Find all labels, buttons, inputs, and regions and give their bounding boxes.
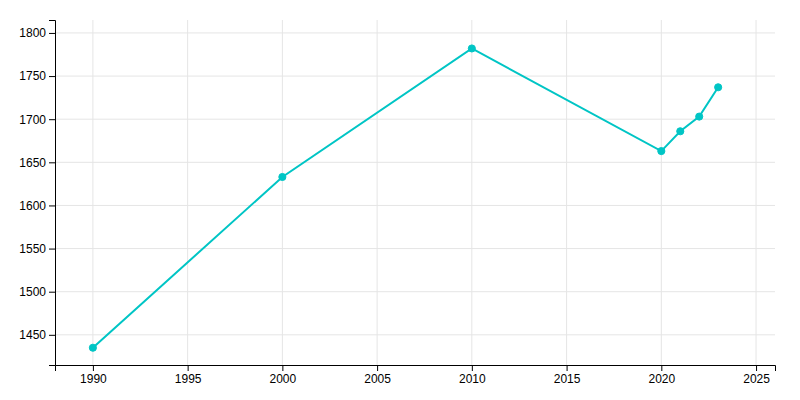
- y-axis-tick-mark: [49, 292, 55, 293]
- y-axis-tick-label: 1450: [19, 328, 46, 342]
- y-axis-tick: 1450: [19, 328, 55, 342]
- x-axis-tick-label: 2000: [270, 372, 297, 386]
- x-axis-tick: 1995: [175, 365, 202, 386]
- x-axis-tick-label: 2020: [648, 372, 675, 386]
- data-point: [677, 128, 684, 135]
- grid: [55, 20, 775, 365]
- x-axis-tick-mark: [661, 365, 662, 371]
- plot-root: 1990 1995 2000 2005 2010 2015 2020 2025 1450 1500…: [19, 20, 775, 386]
- x-axis: 1990 1995 2000 2005 2010 2015 2020 2025: [56, 365, 776, 386]
- x-axis-line: [56, 366, 776, 372]
- y-axis: 1450 1500 1550 1600 1650 1700 1750 1800: [19, 21, 55, 366]
- grid-line-y: [55, 205, 775, 206]
- x-axis-tick-mark: [756, 365, 757, 371]
- data-marks: [89, 45, 721, 351]
- x-axis-tick-label: 2010: [459, 372, 486, 386]
- x-axis-tick-mark: [377, 365, 378, 371]
- y-axis-tick-label: 1750: [19, 69, 46, 83]
- data-line: [93, 48, 718, 347]
- grid-line-y: [55, 162, 775, 163]
- x-axis-tick-mark: [472, 365, 473, 371]
- x-axis-tick: 2000: [270, 365, 297, 386]
- y-axis-tick-mark: [49, 119, 55, 120]
- x-axis-tick: 2005: [364, 365, 391, 386]
- y-axis-tick-label: 1600: [19, 199, 46, 213]
- grid-line-x: [756, 20, 757, 365]
- y-axis-tick-label: 1800: [19, 26, 46, 40]
- grid-line-x: [187, 20, 188, 365]
- y-axis-tick-mark: [49, 33, 55, 34]
- y-axis-tick-label: 1700: [19, 113, 46, 127]
- x-axis-tick: 2010: [459, 365, 486, 386]
- x-axis-tick: 2015: [554, 365, 581, 386]
- grid-line-x: [92, 20, 93, 365]
- x-axis-tick-mark: [282, 365, 283, 371]
- chart-svg: 1990 1995 2000 2005 2010 2015 2020 2025 1450 1500…: [0, 0, 800, 400]
- y-axis-tick-mark: [49, 162, 55, 163]
- data-point: [715, 84, 722, 91]
- grid-line-x: [377, 20, 378, 365]
- y-axis-tick: 1600: [19, 199, 55, 213]
- y-axis-tick: 1750: [19, 69, 55, 83]
- x-axis-tick: 1990: [80, 365, 107, 386]
- y-axis-tick-mark: [49, 249, 55, 250]
- x-axis-tick-label: 2005: [364, 372, 391, 386]
- x-axis-tick-mark: [93, 365, 94, 371]
- grid-line-y: [55, 32, 775, 33]
- y-axis-tick-label: 1500: [19, 285, 46, 299]
- grid-line-y: [55, 76, 775, 77]
- y-axis-tick-mark: [49, 76, 55, 77]
- data-point: [279, 173, 286, 180]
- grid-line-y: [55, 119, 775, 120]
- y-axis-tick: 1800: [19, 26, 55, 40]
- grid-line-x: [471, 20, 472, 365]
- grid-line-y: [55, 248, 775, 249]
- x-axis-tick-label: 1995: [175, 372, 202, 386]
- data-point: [658, 148, 665, 155]
- grid-line-x: [282, 20, 283, 365]
- data-point: [468, 45, 475, 52]
- x-axis-tick-label: 2015: [554, 372, 581, 386]
- y-axis-line: [49, 21, 56, 366]
- grid-line-y: [55, 334, 775, 335]
- x-axis-tick: 2025: [743, 365, 770, 386]
- x-axis-tick-label: 2025: [743, 372, 770, 386]
- x-axis-tick-label: 1990: [80, 372, 107, 386]
- y-axis-tick-label: 1650: [19, 156, 46, 170]
- x-axis-tick-mark: [188, 365, 189, 371]
- x-axis-tick: 2020: [648, 365, 675, 386]
- grid-line-x: [661, 20, 662, 365]
- y-axis-tick: 1550: [19, 242, 55, 256]
- y-axis-tick: 1650: [19, 156, 55, 170]
- data-point: [89, 344, 96, 351]
- data-point: [696, 113, 703, 120]
- x-axis-tick-mark: [567, 365, 568, 371]
- grid-line-x: [566, 20, 567, 365]
- chart-container: 1990 1995 2000 2005 2010 2015 2020 2025 1450 1500…: [0, 0, 800, 400]
- y-axis-tick-mark: [49, 205, 55, 206]
- grid-line-y: [55, 291, 775, 292]
- y-axis-tick-mark: [49, 335, 55, 336]
- y-axis-tick: 1700: [19, 113, 55, 127]
- y-axis-tick: 1500: [19, 285, 55, 299]
- y-axis-tick-label: 1550: [19, 242, 46, 256]
